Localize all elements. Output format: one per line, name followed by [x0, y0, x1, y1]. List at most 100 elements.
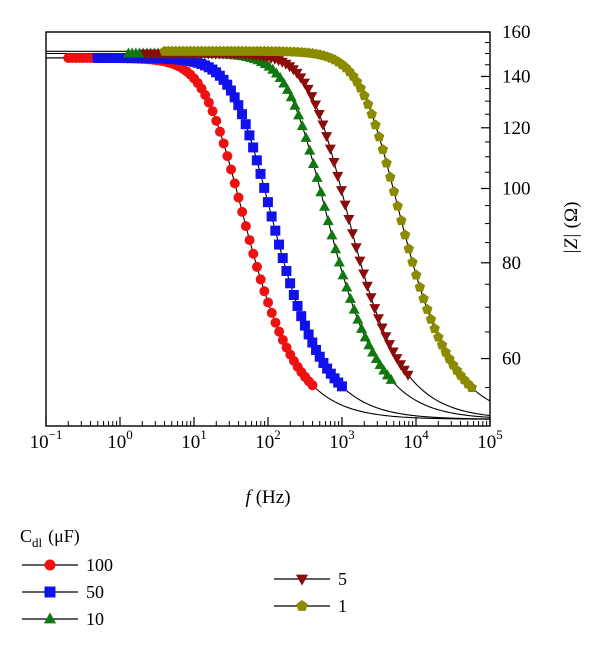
- x-axis-symbol: f: [245, 487, 253, 508]
- data-point: [350, 243, 362, 254]
- x-tick-exponent: 4: [422, 427, 429, 442]
- fit-line-5: [46, 52, 491, 417]
- data-point: [356, 322, 368, 333]
- data-point: [293, 109, 305, 120]
- data-point: [278, 77, 290, 88]
- data-point: [251, 261, 262, 272]
- data-point: [214, 126, 225, 137]
- data-point: [322, 363, 333, 374]
- data-point: [307, 380, 318, 391]
- data-point: [373, 131, 385, 142]
- x-tick-exponent: 1: [200, 427, 207, 442]
- y-axis-unit: (Ω): [561, 202, 582, 229]
- data-point: [330, 243, 342, 254]
- data-point: [248, 142, 259, 153]
- data-point: [311, 344, 322, 355]
- data-point: [266, 307, 277, 318]
- legend-item-1: 1: [274, 596, 347, 616]
- data-point: [277, 253, 288, 264]
- series-layer: [46, 45, 491, 420]
- fit-line-1: [46, 50, 491, 402]
- y-tick-label: 60: [502, 349, 521, 370]
- data-point: [436, 339, 448, 350]
- data-point: [418, 293, 429, 304]
- data-point: [392, 200, 403, 211]
- data-point: [233, 192, 244, 203]
- data-point: [425, 313, 437, 324]
- data-point: [277, 334, 288, 345]
- data-point: [233, 100, 244, 111]
- data-point: [359, 331, 371, 342]
- data-point: [314, 351, 325, 362]
- fit-line-50: [46, 57, 491, 420]
- legend-item-10: 10: [22, 609, 104, 629]
- data-point: [365, 293, 377, 304]
- data-point: [366, 108, 377, 119]
- data-point: [321, 132, 333, 143]
- data-point: [318, 357, 329, 368]
- plot-area: [45, 31, 491, 427]
- data-point: [422, 303, 433, 314]
- data-point: [370, 119, 381, 130]
- data-point: [333, 256, 345, 267]
- data-point: [347, 229, 359, 240]
- data-point: [296, 120, 308, 131]
- data-point: [348, 303, 360, 314]
- data-point: [244, 130, 255, 141]
- data-point: [380, 332, 392, 343]
- data-point: [355, 82, 366, 93]
- legend-title-unit: (μF): [48, 526, 80, 547]
- data-point: [341, 281, 353, 292]
- data-point: [203, 97, 214, 108]
- data-point: [391, 354, 403, 365]
- data-point: [295, 73, 307, 84]
- y-tick-label: 100: [502, 178, 531, 199]
- data-point: [237, 109, 248, 120]
- data-point: [313, 109, 325, 120]
- legend-marker: [296, 599, 308, 611]
- legend-label: 100: [86, 555, 113, 575]
- data-point: [222, 79, 233, 90]
- data-point: [248, 248, 259, 259]
- data-point: [302, 84, 314, 95]
- series-10: [122, 47, 397, 384]
- y-tick-label: 160: [502, 22, 531, 43]
- x-tick-base: 10: [477, 432, 496, 453]
- data-point: [370, 353, 382, 364]
- legend-marker: [44, 586, 56, 598]
- data-point: [429, 323, 440, 334]
- data-point: [310, 100, 322, 111]
- data-point: [399, 229, 411, 240]
- data-point: [381, 157, 392, 168]
- x-tick-labels: 10−1 100 101 102 103 104 105: [30, 427, 503, 453]
- data-point: [282, 83, 294, 94]
- data-point: [263, 297, 274, 308]
- series-100: [63, 52, 318, 391]
- data-point: [262, 197, 273, 208]
- data-point: [337, 269, 349, 280]
- legend-label: 5: [338, 569, 347, 589]
- x-tick-base: 10: [403, 432, 422, 453]
- series-1: [159, 45, 477, 392]
- data-point: [259, 286, 270, 297]
- data-point: [414, 281, 426, 292]
- data-point: [367, 346, 379, 357]
- legend: 100 50 10 5 1: [22, 555, 347, 629]
- data-point: [303, 329, 314, 340]
- data-point: [326, 229, 338, 240]
- x-tick-base: 10: [181, 432, 200, 453]
- data-point: [372, 314, 384, 325]
- data-point: [307, 157, 319, 168]
- legend-marker: [295, 574, 309, 586]
- x-tick-label: 10−1: [30, 427, 63, 453]
- data-point: [359, 90, 370, 101]
- series-50: [92, 52, 347, 392]
- fit-line-100: [46, 57, 491, 420]
- data-point: [298, 78, 310, 89]
- x-tick-label: 102: [255, 427, 281, 453]
- data-point: [385, 373, 397, 384]
- y-tick-labels: 60 80 100 120 140 160: [502, 22, 531, 370]
- x-tick-exponent: −1: [49, 427, 63, 442]
- data-point: [328, 157, 340, 168]
